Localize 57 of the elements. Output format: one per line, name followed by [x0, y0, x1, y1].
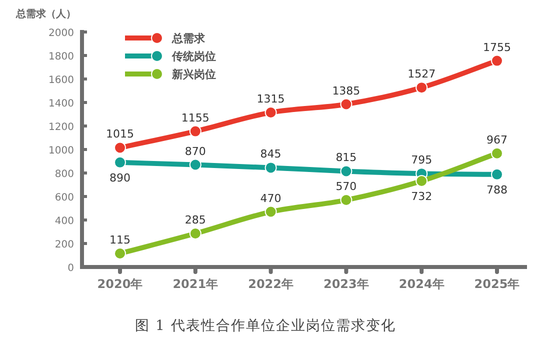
y-tick-label: 1200: [48, 122, 74, 133]
data-label: 1385: [332, 84, 360, 98]
legend-label: 总需求: [171, 32, 206, 45]
y-tick-label: 1000: [48, 146, 74, 156]
y-tick-label: 800: [54, 169, 74, 180]
x-tick-label: 2024年: [398, 277, 444, 291]
point: [114, 247, 126, 260]
y-tick-label: 1400: [48, 98, 74, 110]
point: [189, 125, 202, 138]
text: 图 1 代表性合作单位企业岗位需求变化: [135, 318, 396, 334]
data-label: 890: [110, 171, 130, 184]
data-label: 815: [336, 151, 357, 164]
legend-label: 新兴岗位: [171, 68, 216, 81]
point: [114, 142, 126, 154]
point: [491, 147, 503, 160]
y-axis-title: 总需求（人）: [15, 8, 76, 20]
data-label: 967: [486, 133, 508, 146]
data-label: 788: [486, 183, 508, 196]
data-label: 1155: [181, 111, 210, 124]
data-label: 285: [184, 214, 206, 227]
data-label: 570: [336, 180, 357, 194]
x-tick-label: 2021年: [172, 277, 218, 291]
y-tick-label: 600: [54, 192, 74, 204]
y-tick-label: 200: [54, 240, 74, 250]
y-tick-label: 400: [54, 216, 74, 227]
data-label: 1755: [483, 40, 511, 54]
data-label: 115: [110, 233, 130, 246]
data-label: 732: [411, 190, 432, 203]
data-label: 1015: [106, 128, 134, 141]
data-label: 470: [260, 192, 282, 205]
point: [264, 162, 277, 174]
data-label: 845: [260, 148, 282, 161]
point: [114, 156, 126, 168]
data-label: 870: [184, 144, 206, 158]
point: [340, 165, 352, 178]
point: [416, 174, 428, 187]
point: [189, 228, 202, 240]
point: [416, 82, 428, 94]
data-label: 1315: [256, 92, 285, 106]
point: [340, 194, 352, 206]
x-tick-label: 2023年: [323, 277, 369, 291]
data-label: 1527: [408, 68, 436, 81]
data-label: 795: [411, 154, 432, 167]
y-tick-label: 2000: [48, 28, 74, 39]
point: [491, 54, 503, 67]
point: [264, 106, 277, 118]
point: [340, 98, 352, 110]
y-tick-label: 1600: [48, 75, 74, 86]
point: [189, 158, 202, 171]
x-tick-label: 2025年: [474, 277, 520, 291]
y-tick-label: 0: [68, 263, 74, 274]
x-tick-label: 2022年: [248, 277, 294, 291]
y-tick-label: 1800: [48, 52, 74, 62]
legend-label: 传统岗位: [171, 50, 216, 63]
point: [264, 206, 277, 218]
x-tick-label: 2020年: [97, 277, 143, 291]
point: [491, 168, 503, 180]
